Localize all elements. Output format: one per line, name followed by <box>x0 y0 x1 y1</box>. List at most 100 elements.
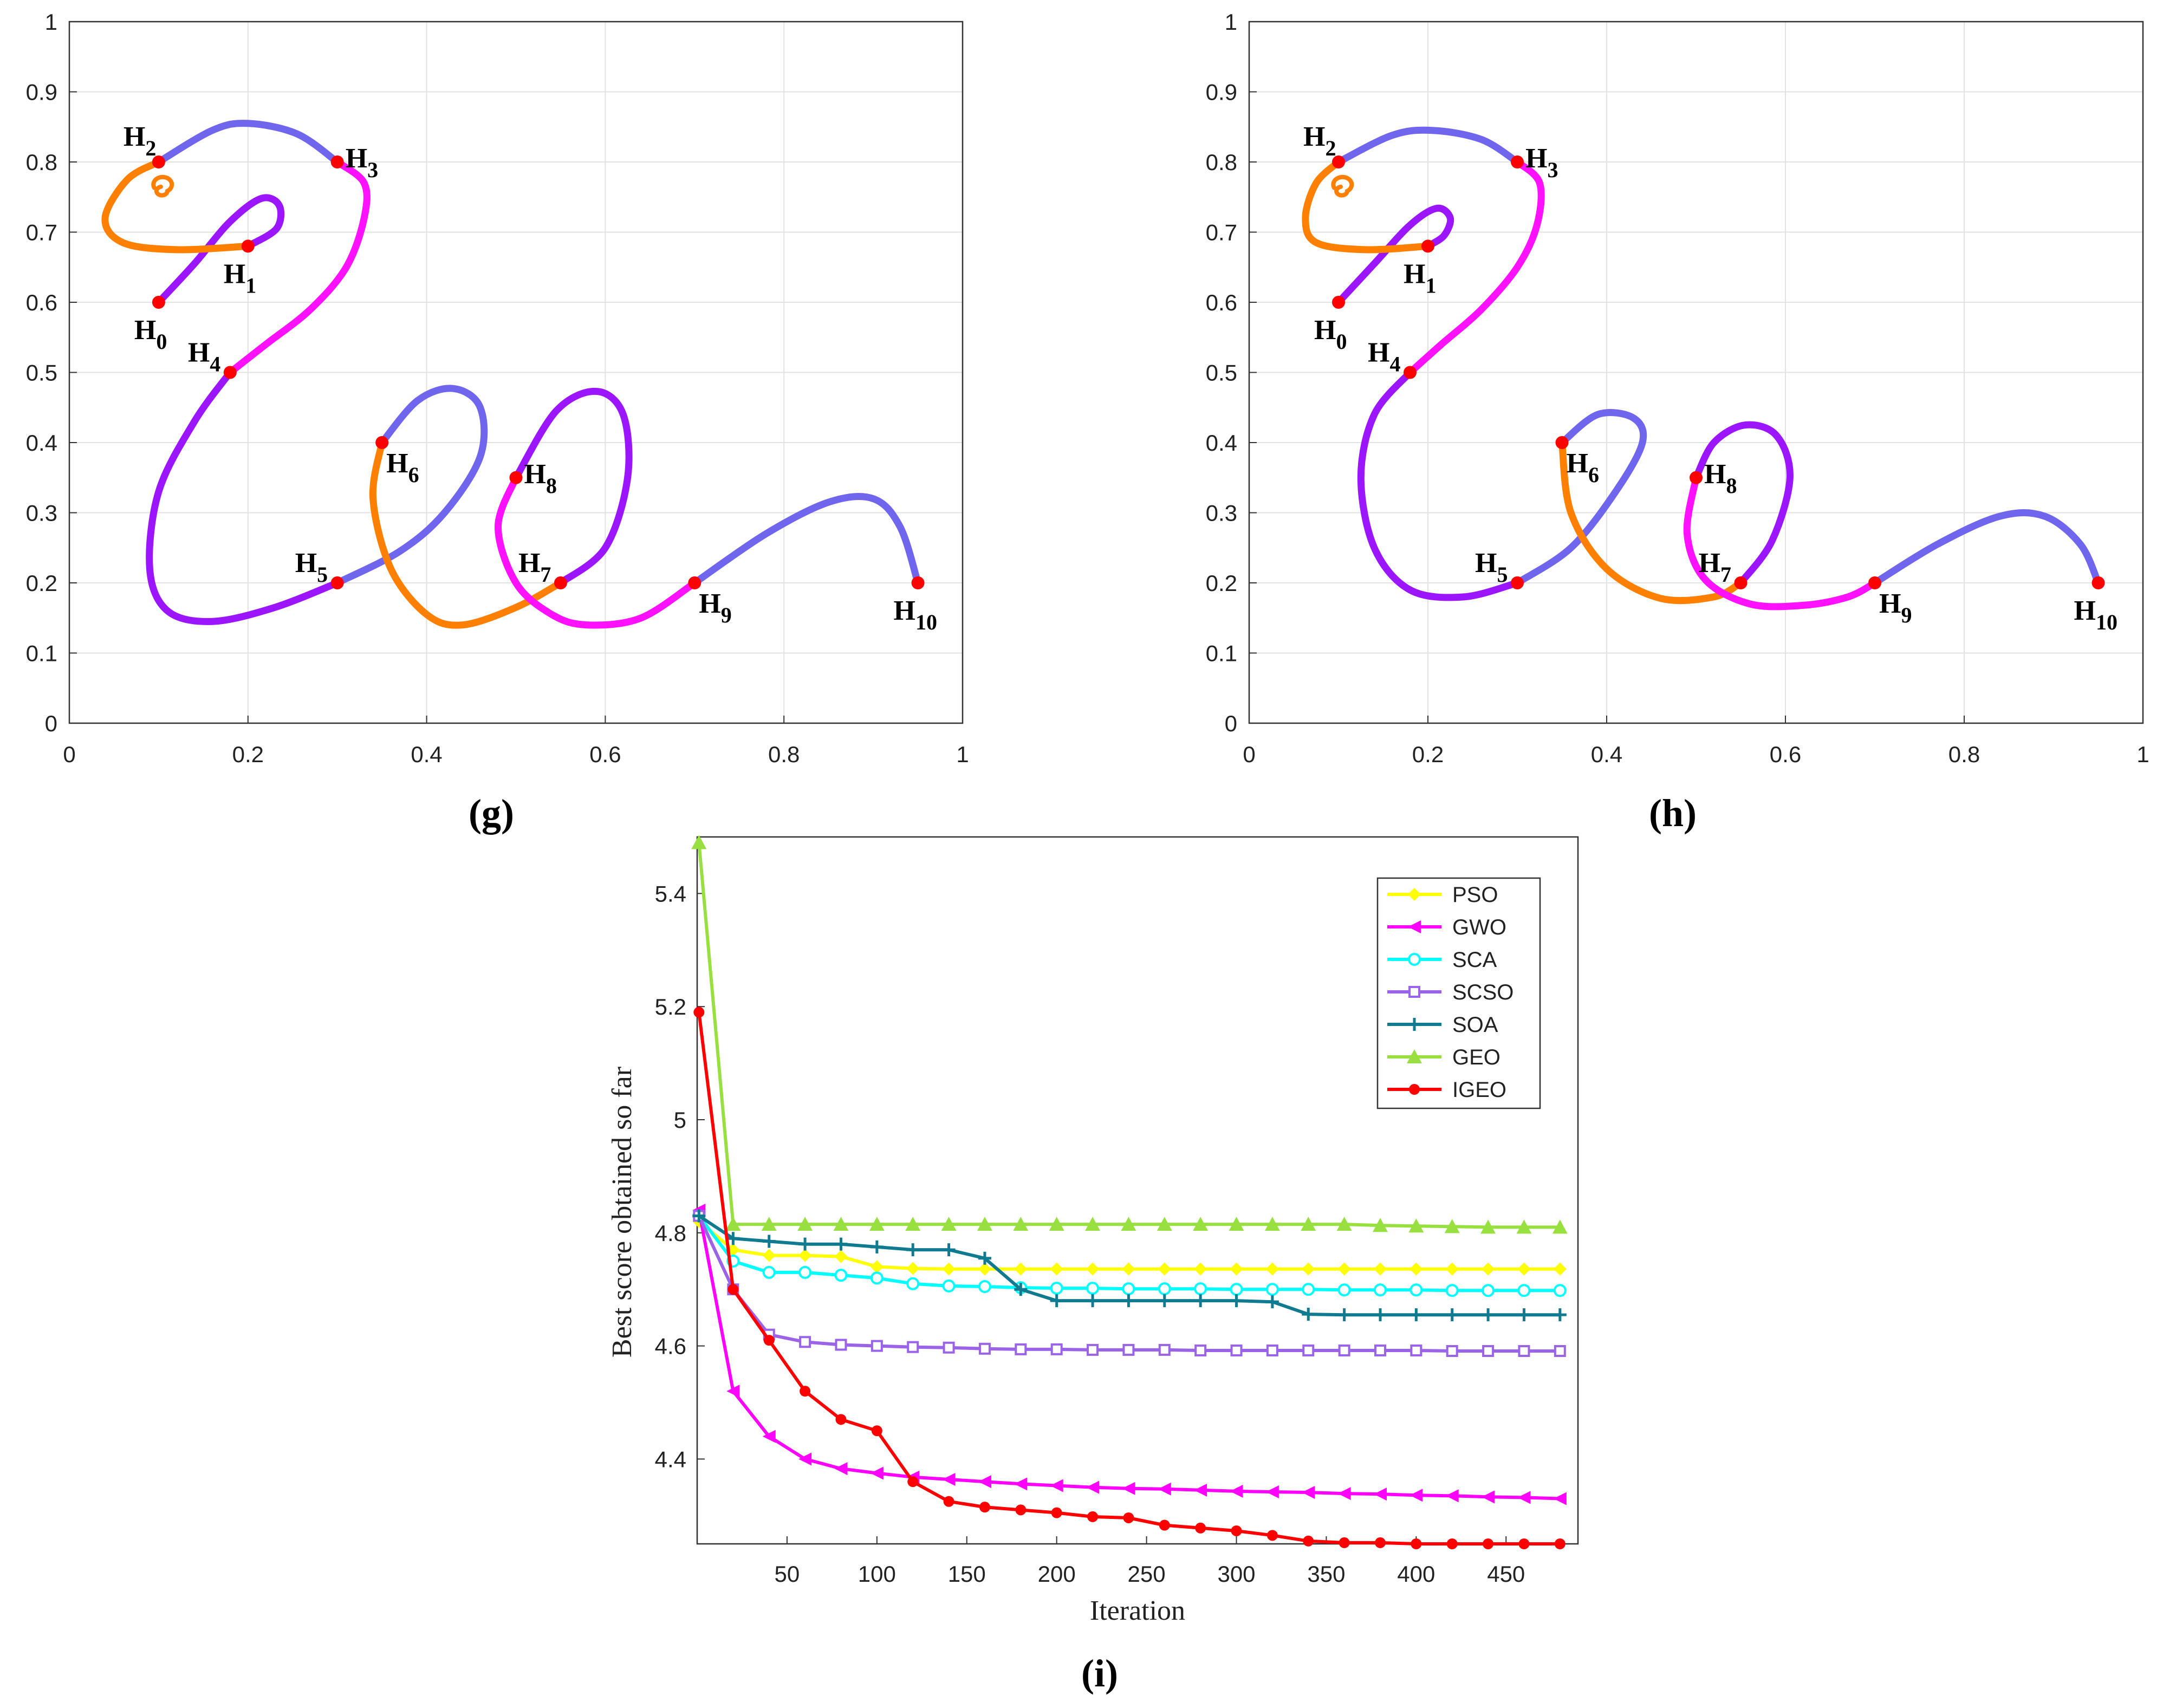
data-point-sca <box>1517 1284 1531 1297</box>
y-tick-label: 0.7 <box>26 220 57 245</box>
waypoint-label-sub: 7 <box>540 562 551 587</box>
waypoint-label-base: H <box>386 448 408 479</box>
waypoint-label-base: H <box>1368 337 1389 368</box>
data-point-pso <box>1230 1262 1243 1276</box>
y-tick-label: 0.4 <box>1206 430 1237 456</box>
data-point-geo <box>1516 1219 1532 1234</box>
data-point-pso <box>1409 1262 1423 1276</box>
waypoint-label-base: H <box>224 258 245 289</box>
y-tick-label: 0.8 <box>1206 150 1237 175</box>
x-tick-label: 0.4 <box>1591 742 1622 767</box>
waypoint-label-H0: H0 <box>1314 315 1347 354</box>
waypoint-label-H1: H1 <box>224 258 256 297</box>
data-point-igeo <box>800 1386 811 1397</box>
data-point-gwo <box>1158 1482 1171 1496</box>
waypoint-label-sub: 10 <box>2096 610 2117 634</box>
waypoint-label-sub: 2 <box>1325 136 1336 160</box>
waypoint-label-H4: H4 <box>188 337 220 376</box>
waypoint-label-H1: H1 <box>1404 258 1436 297</box>
x-tick-label: 0.8 <box>1948 742 1980 767</box>
path-segment-H1-H2 <box>101 158 252 254</box>
data-point-pso <box>870 1260 884 1274</box>
data-point-igeo <box>907 1476 919 1488</box>
waypoint-label-H10: H10 <box>2074 595 2117 634</box>
x-tick-label: 0.2 <box>232 742 264 767</box>
y-tick-label: 0.6 <box>1206 290 1237 315</box>
data-point-igeo <box>1159 1519 1170 1531</box>
x-tick-label: 50 <box>775 1561 800 1587</box>
y-tick-label: 0.3 <box>1206 501 1237 526</box>
legend-label-igeo: IGEO <box>1452 1078 1506 1102</box>
y-axis-label: Best score obtained so far <box>607 1067 638 1358</box>
data-point-sca <box>1050 1282 1063 1295</box>
data-point-scso <box>1446 1345 1458 1357</box>
waypoint-label-base: H <box>1475 548 1497 579</box>
data-point-scso <box>835 1339 847 1351</box>
data-point-soa <box>1158 1294 1171 1308</box>
waypoint-label-sub: 5 <box>1497 562 1508 587</box>
waypoint-H3 <box>1511 155 1524 168</box>
path-segment-H4-H5 <box>146 369 341 625</box>
data-point-sca <box>1373 1283 1387 1297</box>
x-tick-label: 150 <box>948 1561 986 1587</box>
data-point-igeo <box>1195 1522 1206 1534</box>
data-point-sca <box>1122 1282 1135 1296</box>
waypoint-label-sub: 8 <box>546 473 557 498</box>
data-point-geo <box>869 1217 885 1231</box>
trajectory-plot-g: 0 0.2 0.4 0.6 0.8 100.10.20.30.40.50.60.70.80… <box>26 9 969 767</box>
data-point-soa <box>1014 1283 1028 1296</box>
data-point-soa <box>1553 1308 1567 1322</box>
data-point-igeo <box>728 1284 739 1295</box>
waypoint-label-H6: H6 <box>386 448 419 487</box>
data-point-gwo <box>1482 1490 1495 1504</box>
data-point-pso <box>1445 1262 1459 1276</box>
data-point-sca <box>1230 1283 1243 1296</box>
legend-marker-geo <box>1407 1049 1422 1063</box>
data-point-gwo <box>1553 1492 1567 1505</box>
waypoint-label-base: H <box>295 548 317 579</box>
data-point-gwo <box>726 1385 740 1398</box>
waypoint-label-base: H <box>1879 588 1901 619</box>
x-tick-label: 0.2 <box>1412 742 1444 767</box>
data-point-geo <box>1301 1217 1316 1231</box>
path-segment-H8-H9 <box>1683 474 1879 611</box>
waypoint-H8 <box>509 471 523 484</box>
path-segment-H8-H9 <box>495 474 698 629</box>
path-segment-H6-H7 <box>1558 439 1744 605</box>
data-point-gwo <box>1230 1484 1243 1498</box>
waypoint-H6 <box>1555 436 1569 449</box>
data-point-scso <box>1410 1344 1422 1356</box>
waypoint-label-base: H <box>1704 459 1726 490</box>
data-point-geo <box>1121 1217 1136 1231</box>
waypoint-label-sub: 1 <box>245 273 256 297</box>
data-point-soa <box>870 1240 884 1254</box>
x-axis-label: Iteration <box>1090 1595 1185 1626</box>
y-tick-label: 0.8 <box>26 150 57 175</box>
waypoint-H7 <box>1734 576 1748 589</box>
data-point-geo <box>1049 1217 1064 1231</box>
waypoint-H2 <box>1332 155 1345 168</box>
trajectory-plot-h: 0 0.2 0.4 0.6 0.8 100.10.20.30.40.50.60.70.80… <box>1206 9 2149 767</box>
y-tick-label: 1 <box>45 9 57 35</box>
data-point-geo <box>691 835 707 849</box>
data-point-soa <box>1445 1308 1459 1322</box>
data-point-igeo <box>835 1414 847 1425</box>
series-geo <box>691 835 1568 1234</box>
waypoint-label-sub: 3 <box>367 158 378 182</box>
series-gwo <box>692 1204 1567 1505</box>
data-point-pso <box>834 1250 848 1263</box>
series-pso <box>692 1215 1567 1276</box>
y-tick-label: 0.7 <box>1206 220 1237 245</box>
data-point-gwo <box>1194 1483 1207 1497</box>
data-point-scso <box>978 1342 991 1355</box>
waypoint-label-H7: H7 <box>518 548 551 587</box>
data-point-soa <box>726 1232 740 1245</box>
data-point-soa <box>1517 1308 1531 1322</box>
data-point-gwo <box>978 1475 991 1489</box>
data-point-gwo <box>1517 1491 1531 1504</box>
waypoint-label-sub: 10 <box>915 610 937 634</box>
data-point-pso <box>762 1249 776 1262</box>
data-point-soa <box>906 1243 920 1257</box>
path-segment-H7-H8 <box>1692 421 1794 587</box>
